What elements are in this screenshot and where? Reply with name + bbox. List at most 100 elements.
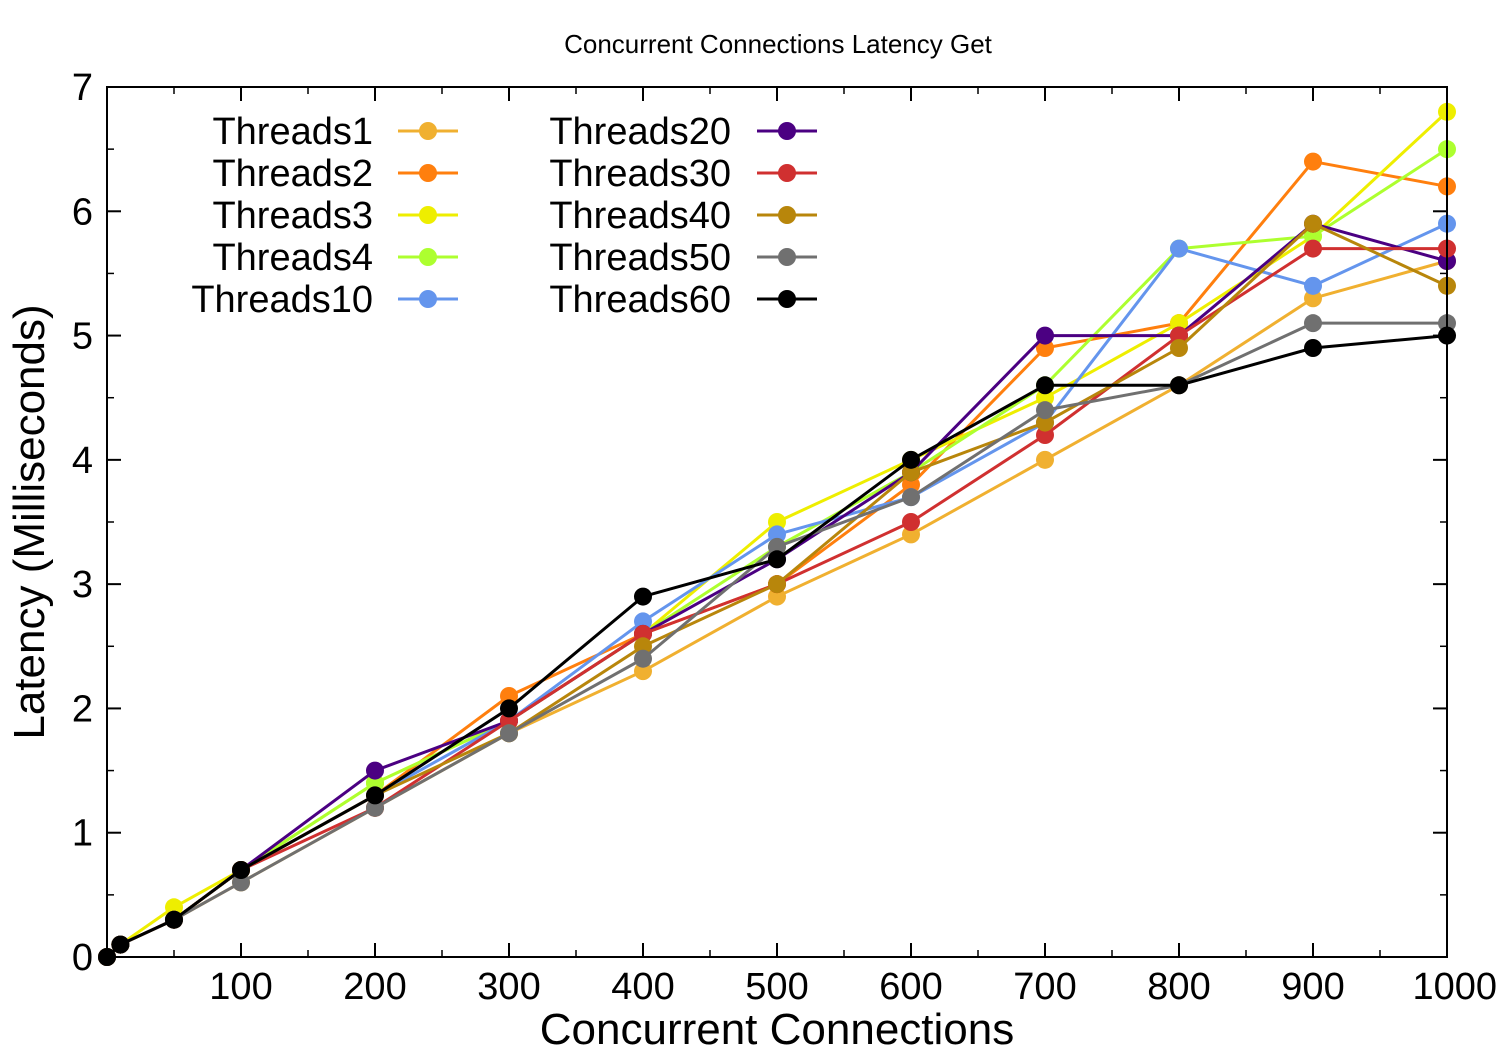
data-point-Threads50-11 [1304, 314, 1322, 333]
data-point-Threads2-9 [1036, 339, 1054, 357]
data-point-Threads10-6 [634, 612, 652, 631]
data-point-Threads60-1 [111, 935, 130, 954]
legend-marker [419, 206, 437, 224]
legend-item-Threads60: Threads60 [549, 279, 817, 321]
legend-item-Threads10: Threads10 [191, 279, 458, 321]
data-point-Threads50-5 [500, 724, 518, 743]
x-tick-label-6: 700 [1013, 966, 1076, 1008]
x-tick-label-0: 100 [209, 966, 272, 1008]
data-point-Threads30-6 [634, 624, 652, 643]
series-Threads40 [98, 214, 1456, 966]
x-tick-label-7: 800 [1147, 966, 1210, 1008]
x-tick-label-8: 900 [1281, 966, 1344, 1008]
data-point-Threads1-8 [902, 525, 920, 544]
data-point-Threads3-9 [1036, 388, 1054, 407]
data-point-Threads60-4 [366, 786, 384, 805]
legend-label: Threads60 [549, 279, 731, 321]
x-tick-label-1: 200 [343, 966, 406, 1008]
series-line-Threads50 [105, 321, 1447, 959]
data-point-Threads20-4 [366, 761, 384, 780]
data-point-Threads60-11 [1304, 339, 1322, 357]
x-axis-label: Concurrent Connections [540, 1005, 1014, 1050]
legend-label: Threads30 [549, 153, 731, 195]
data-point-Threads4-11 [1304, 227, 1322, 246]
data-point-Threads1-6 [634, 662, 652, 681]
data-point-Threads30-8 [902, 513, 920, 531]
legend-marker [778, 164, 796, 182]
y-tick-label-2: 2 [72, 688, 93, 730]
legend-item-Threads3: Threads3 [212, 195, 458, 237]
legend-item-Threads50: Threads50 [549, 237, 817, 279]
y-tick-label-6: 6 [72, 191, 93, 233]
legend-marker [778, 206, 796, 224]
legend-item-Threads2: Threads2 [212, 153, 458, 195]
y-axis-label: Latency (Milliseconds) [5, 304, 54, 739]
legend-marker [778, 248, 796, 266]
data-point-Threads3-10 [1170, 314, 1188, 333]
legend-item-Threads30: Threads30 [549, 153, 817, 195]
legend-label: Threads50 [549, 237, 731, 279]
data-point-Threads40-7 [768, 575, 786, 594]
data-point-Threads30-10 [1170, 326, 1188, 345]
data-point-Threads50-7 [768, 537, 786, 556]
data-point-Threads1-7 [768, 587, 786, 606]
legend-marker [778, 122, 796, 140]
data-point-Threads60-3 [232, 861, 250, 879]
x-tick-label-5: 600 [879, 966, 942, 1008]
y-tick-label-1: 1 [72, 813, 93, 855]
data-point-Threads40-8 [902, 463, 920, 482]
legend-marker [778, 290, 796, 308]
series-layer [98, 102, 1456, 966]
data-point-Threads50-4 [366, 798, 384, 817]
legend-label: Threads20 [549, 111, 731, 153]
tick-labels: 0 1 2 3 4 5 6 7 100 200 300 400 500 600 700 800 900 1000 [72, 67, 1497, 1008]
data-point-Threads60-2 [165, 910, 183, 929]
data-point-Threads60-9 [1036, 376, 1054, 395]
data-point-Threads1-9 [1036, 450, 1054, 469]
data-point-Threads4-4 [366, 774, 384, 792]
y-tick-label-0: 0 [72, 937, 93, 979]
x-tick-label-2: 300 [477, 966, 540, 1008]
series-Threads1 [98, 252, 1456, 966]
data-point-Threads10-7 [768, 525, 786, 544]
data-point-Threads3-2 [165, 898, 183, 917]
data-point-Threads60-6 [634, 587, 652, 606]
legend-label: Threads4 [212, 237, 373, 279]
data-point-Threads50-9 [1036, 401, 1054, 420]
y-tick-label-7: 7 [72, 67, 93, 109]
legend-item-Threads1: Threads1 [212, 111, 458, 153]
x-tick-label-3: 400 [611, 966, 674, 1008]
data-point-Threads2-11 [1304, 152, 1322, 171]
legend-item-Threads40: Threads40 [549, 195, 817, 237]
data-point-Threads60-10 [1170, 376, 1188, 395]
data-point-Threads60-7 [768, 550, 786, 569]
data-point-Threads3-7 [768, 513, 786, 531]
data-point-Threads30-11 [1304, 239, 1322, 258]
data-point-Threads40-10 [1170, 339, 1188, 357]
data-point-Threads30-5 [500, 711, 518, 730]
data-point-Threads50-3 [232, 873, 250, 892]
data-point-Threads60-5 [500, 699, 518, 718]
series-Threads50 [98, 314, 1456, 966]
data-point-Threads40-6 [634, 637, 652, 656]
data-point-Threads50-8 [902, 488, 920, 507]
data-point-Threads50-6 [634, 649, 652, 668]
legend-label: Threads2 [212, 153, 373, 195]
legend-item-Threads4: Threads4 [212, 237, 458, 279]
legend-marker [419, 248, 437, 266]
legend: Threads1Threads2Threads3Threads4Threads1… [191, 111, 817, 321]
y-tick-label-5: 5 [72, 316, 93, 358]
y-tick-label-4: 4 [72, 440, 93, 482]
y-tick-label-3: 3 [72, 564, 93, 606]
data-point-Threads60-8 [902, 450, 920, 469]
plot-frame [106, 86, 1448, 958]
legend-label: Threads40 [549, 195, 731, 237]
x-tick-label-9: 1000 [1412, 966, 1497, 1008]
data-point-Threads20-9 [1036, 326, 1054, 345]
data-point-Threads30-9 [1036, 426, 1054, 444]
x-tick-label-4: 500 [745, 966, 808, 1008]
legend-label: Threads1 [212, 111, 373, 153]
data-point-Threads40-9 [1036, 413, 1054, 432]
legend-item-Threads20: Threads20 [549, 111, 817, 153]
